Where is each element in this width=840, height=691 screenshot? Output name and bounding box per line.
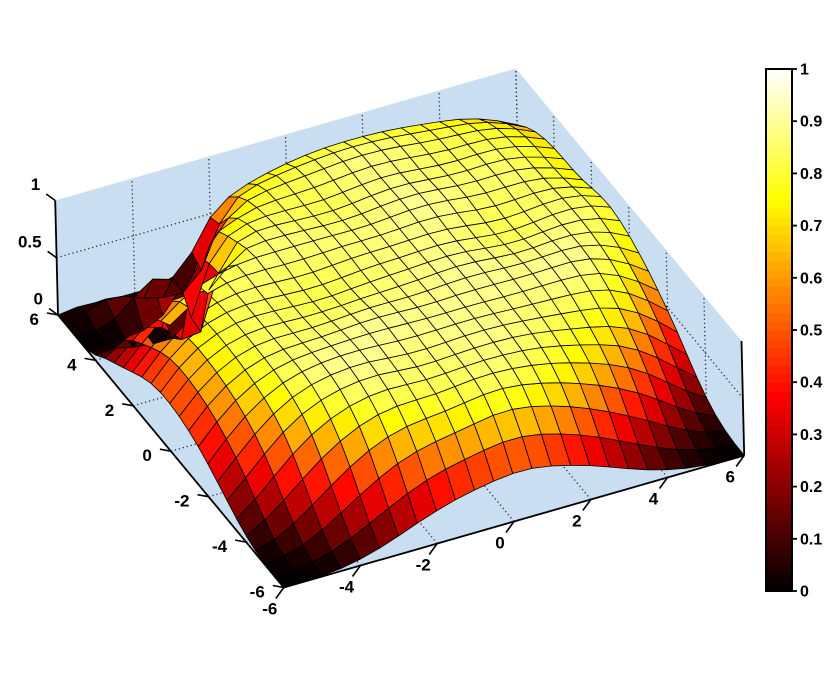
svg-text:-2: -2 bbox=[174, 492, 189, 511]
svg-text:-6: -6 bbox=[250, 583, 265, 602]
svg-text:-6: -6 bbox=[262, 600, 277, 619]
svg-text:2: 2 bbox=[572, 512, 581, 531]
svg-text:0.5: 0.5 bbox=[800, 323, 822, 340]
svg-text:1: 1 bbox=[800, 62, 809, 79]
svg-text:0.1: 0.1 bbox=[800, 531, 822, 548]
svg-text:0: 0 bbox=[800, 584, 809, 601]
svg-text:2: 2 bbox=[105, 401, 114, 420]
svg-text:0.8: 0.8 bbox=[800, 166, 822, 183]
svg-text:1: 1 bbox=[31, 175, 40, 194]
svg-text:0.4: 0.4 bbox=[800, 375, 822, 392]
svg-text:-4: -4 bbox=[212, 537, 228, 556]
svg-text:0.9: 0.9 bbox=[800, 114, 822, 131]
svg-text:0.7: 0.7 bbox=[800, 218, 822, 235]
svg-text:4: 4 bbox=[67, 355, 77, 374]
svg-text:0.5: 0.5 bbox=[18, 232, 42, 251]
svg-text:-4: -4 bbox=[339, 578, 355, 597]
svg-text:6: 6 bbox=[30, 310, 39, 329]
svg-text:0: 0 bbox=[495, 534, 504, 553]
svg-text:0.3: 0.3 bbox=[800, 427, 822, 444]
svg-text:0.6: 0.6 bbox=[800, 270, 822, 287]
svg-text:-2: -2 bbox=[416, 556, 431, 575]
svg-text:6: 6 bbox=[725, 468, 734, 487]
svg-text:0: 0 bbox=[34, 290, 43, 309]
svg-text:0: 0 bbox=[142, 446, 151, 465]
svg-text:0.2: 0.2 bbox=[800, 479, 822, 496]
svg-text:4: 4 bbox=[649, 490, 659, 509]
